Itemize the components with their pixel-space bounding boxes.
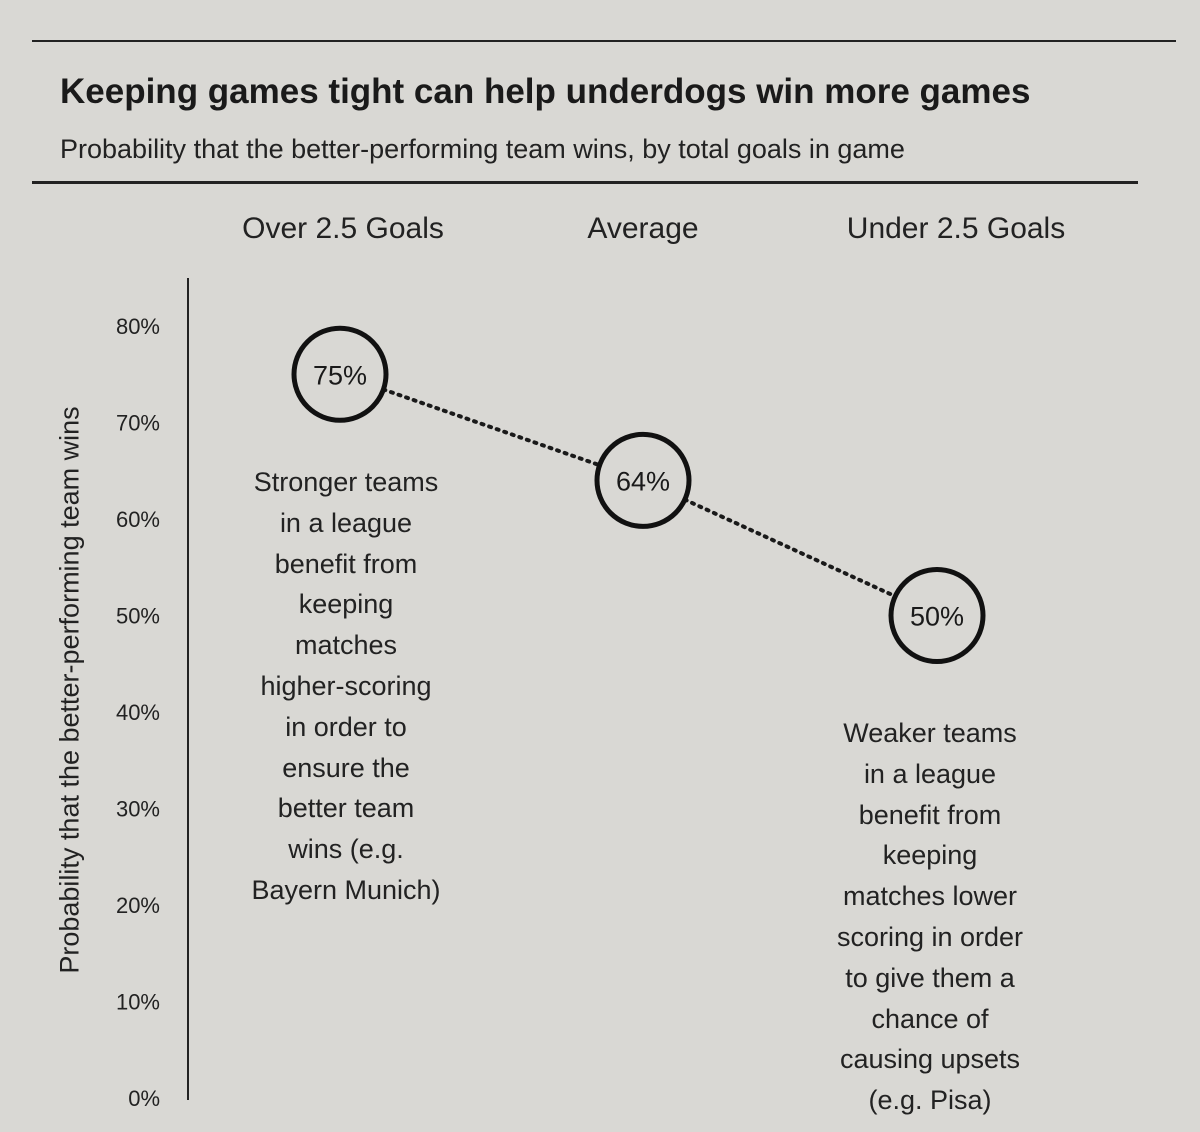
annotation-weaker-teams: Weaker teams in a league benefit from keepi…	[837, 713, 1023, 1121]
annotation-line: (e.g. Pisa)	[868, 1085, 992, 1116]
category-label-under: Under 2.5 Goals	[846, 212, 1066, 245]
header-rule	[32, 181, 1138, 184]
dotted-connector	[381, 387, 602, 468]
annotation-stronger-teams: Stronger teams in a league benefit from kee…	[251, 462, 440, 911]
annotation-line: keeping	[882, 840, 978, 871]
annotation-line: to give them a	[845, 962, 1015, 993]
annotation-line: scoring in order	[836, 921, 1024, 952]
y-tick-label: 50%	[116, 604, 160, 629]
chart-title: Keeping games tight can help underdogs w…	[60, 72, 1031, 111]
chart-subtitle: Probability that the better-performing t…	[60, 134, 905, 164]
annotation-line: benefit from	[274, 548, 418, 579]
y-tick-label: 10%	[116, 990, 160, 1015]
y-tick-label: 70%	[116, 411, 160, 436]
top-rule	[32, 40, 1176, 42]
data-point-label: 64%	[616, 466, 670, 496]
annotation-line: matches	[294, 630, 398, 661]
y-tick-label: 30%	[116, 797, 160, 822]
category-label-average: Average	[587, 212, 699, 245]
annotation-line: causing upsets	[839, 1044, 1021, 1075]
annotation-line: chance of	[871, 1003, 989, 1034]
annotation-line: matches lower	[842, 881, 1018, 912]
annotation-line: Stronger teams	[253, 467, 439, 497]
y-tick-label: 80%	[116, 314, 160, 339]
annotation-line: Weaker teams	[843, 718, 1017, 748]
annotation-line: better team	[277, 793, 415, 824]
data-point-circle	[291, 325, 389, 423]
annotation-line: keeping	[298, 589, 394, 620]
annotation-line: in a league	[279, 507, 413, 538]
data-point-label: 75%	[313, 360, 367, 390]
category-label-over: Over 2.5 Goals	[242, 212, 444, 245]
y-tick-label: 40%	[116, 700, 160, 725]
data-point-circle	[888, 567, 986, 664]
annotation-line: in a league	[863, 758, 997, 789]
y-tick-label: 0%	[128, 1086, 160, 1111]
data-point-label: 50%	[910, 602, 964, 632]
annotation-line: ensure the	[282, 752, 410, 783]
annotation-line: Bayern Munich)	[251, 874, 441, 905]
annotation-line: benefit from	[858, 799, 1002, 830]
dotted-connector	[682, 497, 898, 599]
annotation-line: in order to	[285, 711, 407, 742]
data-point-circle	[594, 431, 692, 529]
y-tick-label: 60%	[116, 507, 160, 532]
annotation-line: higher-scoring	[260, 670, 432, 701]
y-tick-label: 20%	[116, 893, 160, 918]
annotation-line: wins (e.g.	[288, 834, 404, 865]
